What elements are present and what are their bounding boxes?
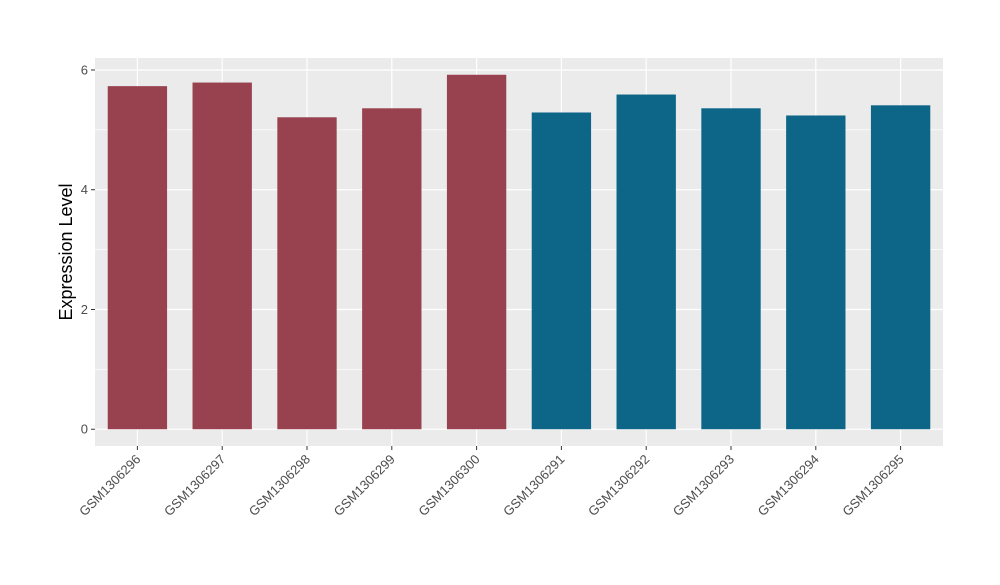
bar-gsm1306294 [786, 115, 846, 430]
x-tick-label: GSM1306293 [670, 452, 737, 519]
x-axis: GSM1306296 GSM1306297 GSM1306298 GSM1306299… [76, 446, 907, 519]
x-tick-label: GSM1306297 [161, 452, 228, 519]
y-tick-label: 2 [81, 302, 88, 317]
bar-gsm1306296 [107, 86, 168, 430]
bars [107, 74, 931, 430]
y-axis-label: Expression Level [56, 183, 76, 320]
x-tick-label: GSM1306295 [839, 452, 906, 519]
x-tick-label: GSM1306291 [500, 452, 567, 519]
x-tick-label: GSM1306298 [246, 452, 313, 519]
y-tick-label: 0 [81, 422, 88, 437]
x-tick-label: GSM1306292 [585, 452, 652, 519]
x-tick-label: GSM1306294 [755, 452, 822, 519]
y-axis: 0 2 4 6 [81, 62, 95, 437]
bar-gsm1306300 [446, 74, 507, 430]
bar-gsm1306293 [701, 108, 761, 430]
x-tick-label: GSM1306296 [76, 452, 143, 519]
bar-gsm1306299 [362, 108, 422, 430]
bar-gsm1306295 [870, 105, 931, 430]
bar-gsm1306291 [531, 112, 592, 430]
x-tick-label: GSM1306300 [415, 452, 482, 519]
x-tick-label: GSM1306299 [331, 452, 398, 519]
bar-gsm1306297 [192, 82, 252, 430]
y-tick-label: 4 [81, 182, 88, 197]
bar-gsm1306298 [277, 117, 337, 430]
y-tick-label: 6 [81, 62, 88, 77]
bar-gsm1306292 [616, 94, 676, 430]
